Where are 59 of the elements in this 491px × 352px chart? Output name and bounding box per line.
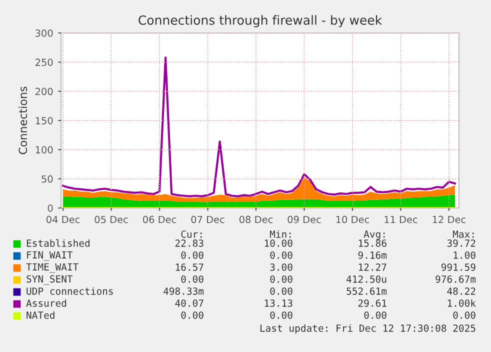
y-tick-label: 100 <box>36 146 53 154</box>
legend-label: Established <box>26 239 90 247</box>
text: 40.07 <box>175 299 204 307</box>
legend-label: UDP connections <box>26 287 113 295</box>
x-tick-label: 09 Dec <box>288 216 321 224</box>
text: 48.22 <box>447 287 476 295</box>
text: 0.00 <box>270 287 292 295</box>
text: 9.16m <box>358 251 387 259</box>
text: 29.61 <box>358 299 386 307</box>
y-tick-label: 150 <box>36 116 53 124</box>
text: 1.00k <box>448 299 476 307</box>
text: 39.72 <box>447 239 476 247</box>
text: 16.57 <box>176 263 204 271</box>
legend-label: NATed <box>26 311 54 319</box>
y-tick-label: 200 <box>36 88 53 96</box>
text: Cur: <box>181 230 202 238</box>
x-tick-label: 05 Dec <box>94 216 128 224</box>
y-tick-label: 300 <box>36 29 53 37</box>
x-tick-label: 10 Dec <box>336 216 369 224</box>
text: 22.83 <box>175 239 204 247</box>
x-tick-label: 04 Dec <box>46 216 80 224</box>
text: 12.27 <box>358 263 386 271</box>
text: 412.50u <box>346 275 386 283</box>
legend-label: SYN_SENT <box>26 275 73 285</box>
text: 3.00 <box>270 263 292 271</box>
legend-label: FIN_WAIT <box>27 251 73 261</box>
text: 0.00 <box>270 251 292 259</box>
text: Max: <box>452 230 474 238</box>
text: 991.59 <box>441 263 476 271</box>
text: 0.00 <box>270 311 292 319</box>
x-tick-label: 08 Dec <box>239 216 273 224</box>
text: 498.33m <box>164 287 204 295</box>
y-axis-title: Connections <box>18 86 28 154</box>
text: 0.00 <box>453 311 476 319</box>
x-tick-label: 06 Dec <box>143 216 176 224</box>
x-tick-label: 12 Dec <box>432 216 466 224</box>
legend-label: TIME_WAIT <box>26 263 78 273</box>
x-tick-label: 07 Dec <box>191 216 224 224</box>
text: 0.00 <box>181 275 204 283</box>
line-series <box>62 56 456 198</box>
text: 976.67m <box>436 275 476 283</box>
y-tick-label: 50 <box>42 175 53 183</box>
text: 13.13 <box>264 299 292 307</box>
text: 0.00 <box>270 275 292 283</box>
text: Min: <box>270 230 291 238</box>
text: 10.00 <box>264 239 292 247</box>
text: 0.00 <box>181 311 204 319</box>
x-tick-label: 11 Dec <box>384 216 418 224</box>
y-tick-label: 0 <box>48 204 53 212</box>
text: 15.86 <box>358 239 386 247</box>
text: 0.00 <box>364 311 386 319</box>
legend-label: Assured <box>26 299 66 307</box>
y-tick-label: 250 <box>36 58 53 66</box>
text: 552.61m <box>346 287 387 295</box>
text: 1.00 <box>454 251 476 259</box>
text: Last update: Fri Dec 12 17:30:08 2025 <box>260 324 476 334</box>
text: 0.00 <box>181 251 204 259</box>
chart-title: Connections through firewall - by week <box>138 15 382 28</box>
text: Avg: <box>364 230 385 240</box>
